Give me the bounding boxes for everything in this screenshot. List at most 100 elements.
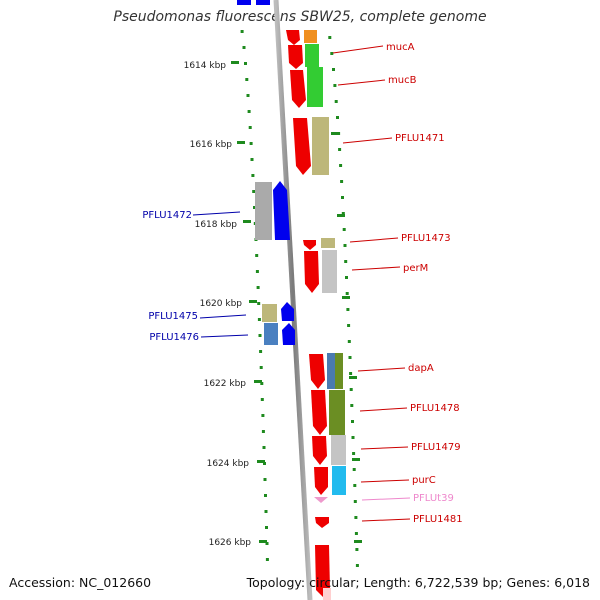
- minor-tick: [337, 132, 341, 135]
- leader-PFLU1471: [342, 137, 393, 144]
- gene-label-PFLUt39[interactable]: PFLUt39: [413, 493, 454, 504]
- leader-PFLU1478: [359, 407, 408, 412]
- minor-tick: [255, 270, 259, 273]
- gene-label-PFLU1475[interactable]: PFLU1475: [148, 311, 198, 322]
- gene-PFLU1481-arrow: [315, 517, 329, 528]
- minor-tick: [330, 52, 334, 55]
- minor-tick: [260, 398, 264, 401]
- gene-label-PFLU1478[interactable]: PFLU1478: [410, 403, 460, 414]
- accession-label: Accession: NC_012660: [9, 575, 152, 590]
- minor-tick: [333, 84, 337, 87]
- leader-dapA: [357, 367, 406, 372]
- forward-strand-genes: [286, 30, 346, 600]
- minor-tick: [248, 126, 252, 129]
- leader-lines: [192, 45, 411, 522]
- minor-tick: [249, 142, 253, 145]
- minor-tick: [264, 494, 267, 497]
- gene-PFLU1478-arrow: [311, 390, 327, 435]
- scale-label-1626: 1626 kbp: [209, 538, 252, 548]
- minor-tick: [342, 228, 346, 231]
- gene-PFLU1472-arrow: [273, 181, 290, 240]
- minor-tick: [259, 366, 263, 369]
- gene-mucA-box: [305, 44, 319, 67]
- gene-label-dapA[interactable]: dapA: [408, 363, 434, 374]
- scale-tick-1614: [231, 61, 239, 64]
- gene-label-PFLU1471[interactable]: PFLU1471: [395, 133, 445, 144]
- gene-label-PFLU1481[interactable]: PFLU1481: [413, 514, 463, 525]
- minor-tick: [354, 532, 358, 535]
- gene-PFLU1472-box: [255, 182, 272, 240]
- gene-perM-arrow: [304, 251, 319, 293]
- scale-tick-1624: [257, 460, 265, 463]
- minor-tick: [350, 404, 354, 407]
- minor-tick: [258, 334, 262, 337]
- scale-label-1620: 1620 kbp: [200, 299, 243, 309]
- minor-tick: [339, 164, 343, 167]
- gene-label-PFLU1476[interactable]: PFLU1476: [149, 332, 199, 343]
- gene-label-mucA[interactable]: mucA: [386, 42, 415, 53]
- gene-mucA-arrow: [286, 30, 300, 45]
- gene-PFLU1476-box: [264, 323, 278, 345]
- minor-tick: [344, 260, 348, 263]
- minor-tick: [246, 94, 250, 97]
- minor-tick: [252, 190, 256, 193]
- minor-tick: [343, 244, 347, 247]
- minor-tick: [256, 286, 260, 289]
- minor-tick: [263, 462, 266, 465]
- gene-dapA-arrow: [309, 354, 325, 389]
- outer-tick: [354, 540, 362, 543]
- outer-tick: [331, 132, 339, 135]
- gene-PFLU1471-arrow: [293, 118, 311, 175]
- scale-label-1616: 1616 kbp: [190, 140, 233, 150]
- gene-bottom-arrow: [315, 545, 330, 597]
- minor-tick: [353, 500, 357, 503]
- minor-tick: [244, 62, 247, 65]
- minor-tick: [341, 196, 344, 199]
- scale-tick-1622: [254, 380, 262, 383]
- minor-tick: [242, 46, 246, 49]
- minor-tick: [265, 526, 268, 529]
- gene-mucB-arrow2: [290, 70, 306, 108]
- gene-PFLU1475-arrow: [281, 302, 294, 321]
- gene-label-PFLU1472[interactable]: PFLU1472: [142, 210, 192, 221]
- minor-tick: [347, 340, 351, 343]
- minor-tick: [257, 318, 261, 321]
- gene-PFLU1473-arrow: [303, 240, 316, 250]
- leader-mucA: [332, 45, 384, 54]
- minor-tick: [332, 68, 335, 71]
- gene-label-PFLU1479[interactable]: PFLU1479: [411, 442, 461, 453]
- minor-tick: [265, 558, 269, 561]
- gene-PFLU1471-box: [312, 117, 329, 175]
- gene-label-PFLU1473[interactable]: PFLU1473: [401, 233, 451, 244]
- leader-PFLU1479: [360, 446, 409, 450]
- minor-tick: [355, 548, 359, 551]
- minor-tick: [255, 254, 259, 257]
- genome-stats-label: Topology: circular; Length: 6,722,539 bp…: [246, 575, 590, 590]
- minor-tick: [353, 484, 357, 487]
- chromosome-backbone: [273, 0, 313, 600]
- leader-mucB: [337, 79, 386, 86]
- gene-mucB-arrow: [288, 45, 303, 69]
- gene-dapA-box-blue: [327, 353, 335, 389]
- gene-dapA-box-olive: [335, 353, 343, 389]
- minor-tick: [345, 276, 348, 279]
- map-title: Pseudomonas fluorescens SBW25, complete …: [113, 9, 487, 25]
- minor-tick: [263, 478, 267, 481]
- gene-PFLUt39-arrow: [314, 497, 328, 503]
- minor-tick: [328, 36, 332, 39]
- gene-label-purC[interactable]: purC: [412, 475, 436, 486]
- outer-tick: [352, 458, 360, 461]
- leader-PFLU1476: [200, 334, 249, 338]
- minor-tick: [261, 430, 265, 433]
- minor-tick: [349, 388, 353, 391]
- leader-purC: [360, 479, 410, 483]
- gene-label-perM[interactable]: perM: [403, 263, 428, 274]
- minor-tick: [257, 302, 261, 305]
- gene-PFLU1479-box: [331, 435, 346, 465]
- gene-PFLU1476-arrow: [282, 323, 295, 345]
- leader-PFLU1473: [349, 237, 399, 243]
- minor-tick: [355, 564, 359, 567]
- gene-label-mucB[interactable]: mucB: [388, 75, 417, 86]
- gene-mucB-box: [307, 67, 323, 107]
